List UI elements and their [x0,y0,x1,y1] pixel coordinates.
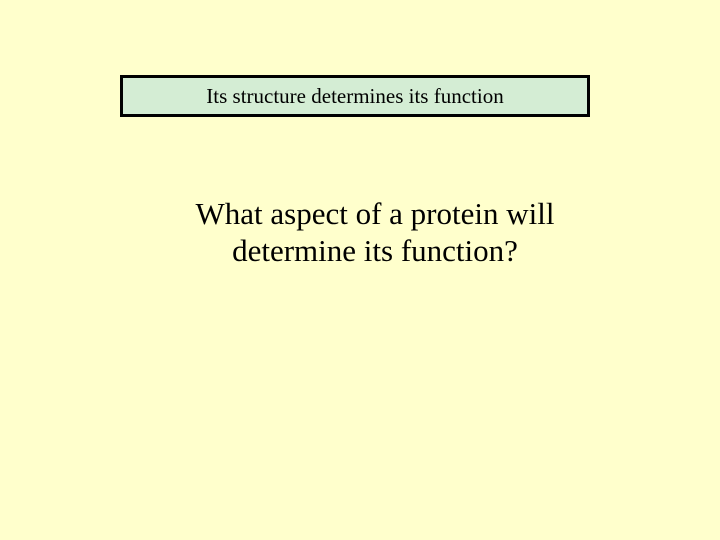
question-line-1: What aspect of a protein will [165,195,585,232]
question-line-2: determine its function? [165,232,585,269]
question-container: What aspect of a protein will determine … [165,195,585,269]
answer-text: Its structure determines its function [206,84,503,109]
answer-box: Its structure determines its function [120,75,590,117]
